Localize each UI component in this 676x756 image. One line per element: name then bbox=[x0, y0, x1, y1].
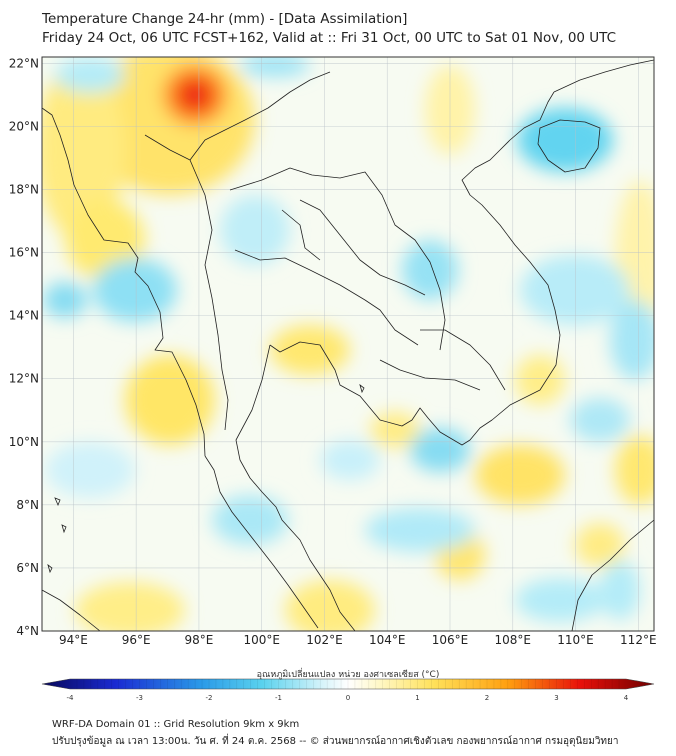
map-subtitle: Friday 24 Oct, 06 UTC FCST+162, Valid at… bbox=[42, 30, 617, 46]
latitude-label: 22°N bbox=[9, 56, 39, 70]
longitude-label: 104°E bbox=[369, 633, 406, 647]
longitude-label: 100°E bbox=[243, 633, 280, 647]
latitude-label: 10°N bbox=[9, 435, 39, 449]
colorbar-tick-label: -3 bbox=[136, 694, 143, 702]
islands bbox=[47, 383, 365, 574]
longitude-label: 112°E bbox=[620, 633, 657, 647]
longitude-label: 108°E bbox=[495, 633, 532, 647]
longitude-label: 98°E bbox=[184, 633, 213, 647]
coastline-and-borders bbox=[42, 59, 654, 631]
longitude-label: 106°E bbox=[432, 633, 469, 647]
colorbar-tick-label: -4 bbox=[67, 694, 75, 702]
colorbar-ticks: -4 -3 -2 -1 0 1 2 3 4 bbox=[67, 679, 629, 702]
latitude-label: 4°N bbox=[16, 624, 39, 638]
graticule bbox=[42, 57, 654, 631]
longitude-label: 96°E bbox=[122, 633, 151, 647]
colorbar-tick-label: -1 bbox=[275, 694, 282, 702]
colorbar-tick-label: 0 bbox=[346, 694, 350, 702]
colorbar-tick-label: 3 bbox=[554, 694, 558, 702]
colorbar-tick-label: -2 bbox=[206, 694, 213, 702]
latitude-label: 6°N bbox=[16, 561, 39, 575]
latitude-labels: 22°N 20°N 18°N 16°N 14°N 12°N 10°N 8°N 6°N 4°N bbox=[9, 56, 39, 638]
footer-credit: ปรับปรุงข้อมูล ณ เวลา 13:00น. วัน ศ. ที่… bbox=[52, 736, 619, 747]
colorbar-label: อุณหภูมิเปลี่ยนแปลง หน่วย องศาเซลเซียส (… bbox=[256, 670, 440, 680]
latitude-label: 12°N bbox=[9, 372, 39, 386]
colorbar-bar bbox=[41, 678, 655, 690]
colorbar-tick-label: 1 bbox=[415, 694, 419, 702]
latitude-label: 8°N bbox=[16, 498, 39, 512]
latitude-label: 16°N bbox=[9, 246, 39, 260]
temperature-field bbox=[42, 57, 654, 631]
colorbar-tick-label: 4 bbox=[624, 694, 629, 702]
footer-model-info: WRF-DA Domain 01 :: Grid Resolution 9km … bbox=[52, 719, 300, 730]
plot-frame bbox=[41, 56, 655, 632]
longitude-labels: 94°E 96°E 98°E 100°E 102°E 104°E 106°E 108°E 110… bbox=[59, 633, 657, 647]
colorbar: -4 -3 -2 -1 0 1 2 3 4 bbox=[41, 678, 655, 702]
longitude-label: 94°E bbox=[59, 633, 88, 647]
longitude-label: 110°E bbox=[557, 633, 594, 647]
latitude-label: 14°N bbox=[9, 309, 39, 323]
latitude-label: 18°N bbox=[9, 182, 39, 196]
colorbar-tick-label: 2 bbox=[485, 694, 489, 702]
latitude-label: 20°N bbox=[9, 119, 39, 133]
map-title: Temperature Change 24-hr (mm) - [Data As… bbox=[42, 11, 408, 27]
longitude-label: 102°E bbox=[306, 633, 343, 647]
